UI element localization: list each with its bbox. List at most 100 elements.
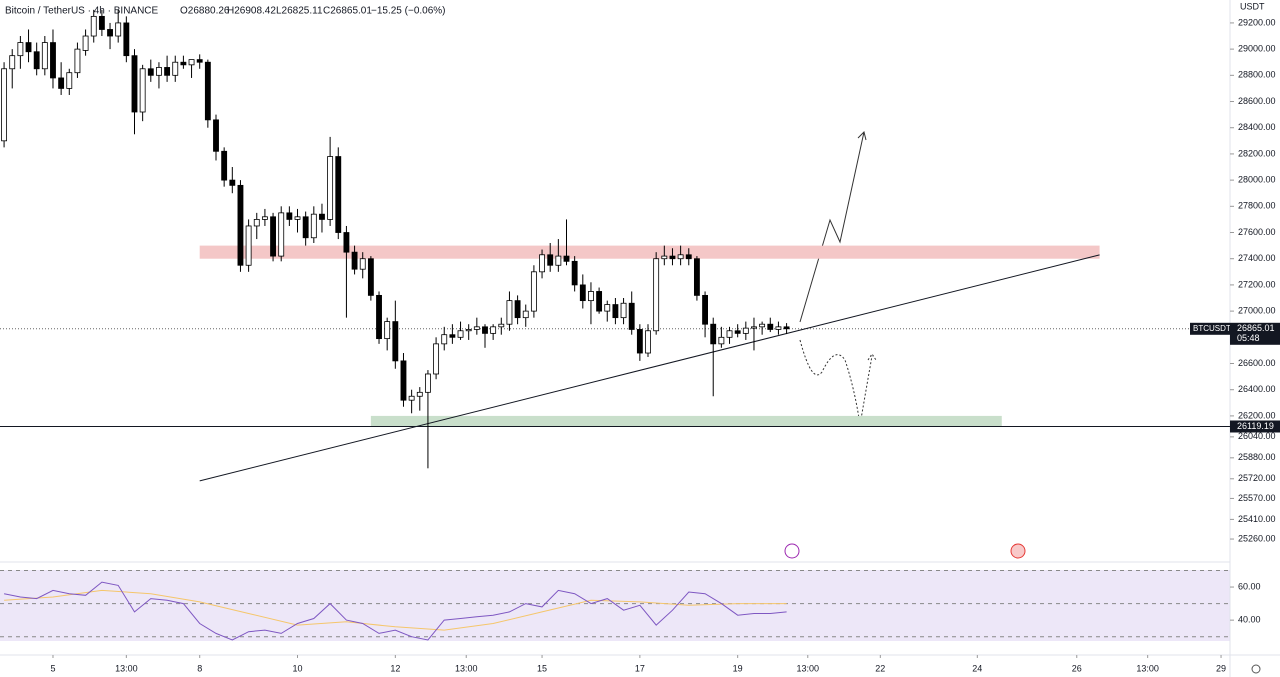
candle-body bbox=[685, 254, 692, 260]
close: C26865.01 bbox=[323, 6, 372, 17]
candle-body bbox=[588, 291, 594, 302]
candle-body bbox=[457, 330, 464, 338]
support-label-box bbox=[1230, 420, 1280, 433]
candle-body bbox=[213, 119, 219, 152]
candle-body bbox=[384, 321, 391, 340]
candle-body bbox=[416, 391, 423, 397]
y-tick-label: 26400.00 bbox=[1238, 384, 1276, 394]
y-tick-label: 27600.00 bbox=[1238, 227, 1276, 237]
candle-body bbox=[229, 179, 236, 186]
y-tick-label: 28200.00 bbox=[1238, 148, 1276, 158]
high: H26908.42 bbox=[227, 6, 276, 17]
candle-body bbox=[147, 68, 154, 76]
zone bbox=[199, 245, 1100, 259]
candle-body bbox=[50, 42, 56, 79]
bearish-arrow bbox=[799, 339, 877, 426]
x-tick-label: 5 bbox=[50, 663, 55, 673]
candle-body bbox=[376, 294, 382, 340]
y-tick-label: 25880.00 bbox=[1238, 452, 1276, 462]
candle-body bbox=[9, 55, 16, 70]
x-tick-label: 10 bbox=[293, 663, 303, 673]
candle-body bbox=[41, 42, 48, 70]
candle-body bbox=[107, 29, 113, 37]
candle-body bbox=[351, 251, 358, 270]
candle-body bbox=[465, 329, 472, 332]
x-tick-label: 15 bbox=[537, 663, 547, 673]
candle-body bbox=[196, 59, 203, 63]
candle-body bbox=[514, 300, 521, 319]
candle-body bbox=[482, 326, 488, 334]
candle-body bbox=[645, 330, 651, 354]
y-tick-label: 29200.00 bbox=[1238, 17, 1276, 27]
candle-body bbox=[571, 260, 578, 286]
candle-body bbox=[775, 326, 782, 330]
x-tick-label: 13:00 bbox=[797, 663, 820, 673]
currency[interactable]: USDT bbox=[1240, 1, 1265, 11]
candle-body bbox=[17, 42, 24, 57]
x-tick-label: 13:00 bbox=[1136, 663, 1159, 673]
header: Bitcoin / TetherUS · 4h · BINANCE O26880… bbox=[5, 6, 446, 17]
y-tick-label: 25260.00 bbox=[1238, 533, 1276, 543]
candle-body bbox=[653, 258, 660, 332]
x-tick-label: 24 bbox=[972, 663, 982, 673]
candle-body bbox=[131, 55, 138, 113]
last-price-label: 26865.01 bbox=[1237, 323, 1275, 333]
candle-body bbox=[539, 254, 545, 273]
candle-body bbox=[449, 334, 456, 338]
event-icon[interactable] bbox=[1010, 543, 1026, 559]
candle-body bbox=[278, 212, 285, 257]
y-tick-label: 26600.00 bbox=[1238, 358, 1276, 368]
y-tick-label: 29000.00 bbox=[1238, 43, 1276, 53]
candle-body bbox=[498, 323, 505, 328]
rsi-ma-line bbox=[4, 589, 787, 631]
candle-body bbox=[530, 271, 537, 312]
x-tick-label: 13:00 bbox=[455, 663, 478, 673]
candle-body bbox=[726, 330, 733, 338]
candle-body bbox=[123, 22, 130, 57]
y-tick-label: 25570.00 bbox=[1238, 493, 1276, 503]
candle-body bbox=[441, 334, 448, 345]
y-tick-label: 26040.00 bbox=[1238, 431, 1276, 441]
y-tick-label: 25410.00 bbox=[1238, 514, 1276, 524]
candle-body bbox=[74, 48, 81, 74]
candle-body bbox=[1, 68, 8, 142]
candle-body bbox=[367, 258, 374, 296]
candle-body bbox=[563, 255, 570, 262]
y-tick-label: 26200.00 bbox=[1238, 410, 1276, 420]
candle-body bbox=[359, 258, 366, 270]
candle-body bbox=[693, 258, 700, 296]
settings-icon[interactable] bbox=[1251, 664, 1261, 674]
x-tick-label: 19 bbox=[733, 663, 743, 673]
candle-body bbox=[506, 300, 513, 325]
candle-body bbox=[392, 321, 399, 362]
event-icon[interactable] bbox=[784, 543, 800, 559]
candle-body bbox=[677, 254, 684, 260]
candle-body bbox=[490, 326, 497, 334]
candle-body bbox=[90, 15, 97, 37]
x-tick-label: 26 bbox=[1072, 663, 1082, 673]
zone bbox=[370, 415, 1002, 427]
candle-body bbox=[547, 254, 554, 266]
candle-body bbox=[33, 51, 40, 70]
candle-body bbox=[718, 336, 725, 345]
candle-body bbox=[115, 22, 122, 37]
candle-body bbox=[710, 323, 717, 345]
candle-body bbox=[783, 326, 790, 330]
y-tick-label: 27400.00 bbox=[1238, 253, 1276, 263]
y-tick-label: 27800.00 bbox=[1238, 201, 1276, 211]
candle-body bbox=[751, 326, 757, 329]
candle-body bbox=[473, 326, 480, 330]
candle-body bbox=[294, 216, 301, 220]
bullish-arrow bbox=[799, 131, 867, 323]
x-tick-label: 13:00 bbox=[115, 663, 138, 673]
candle-body bbox=[270, 216, 276, 257]
candle-body bbox=[636, 329, 643, 354]
candle-body bbox=[261, 216, 268, 220]
x-tick-label: 12 bbox=[390, 663, 400, 673]
candle-body bbox=[579, 284, 586, 302]
x-tick-label: 22 bbox=[875, 663, 885, 673]
candle-body bbox=[98, 15, 105, 30]
candle-body bbox=[327, 156, 334, 220]
symbol: Bitcoin / TetherUS · 4h · BINANCE bbox=[5, 6, 159, 17]
